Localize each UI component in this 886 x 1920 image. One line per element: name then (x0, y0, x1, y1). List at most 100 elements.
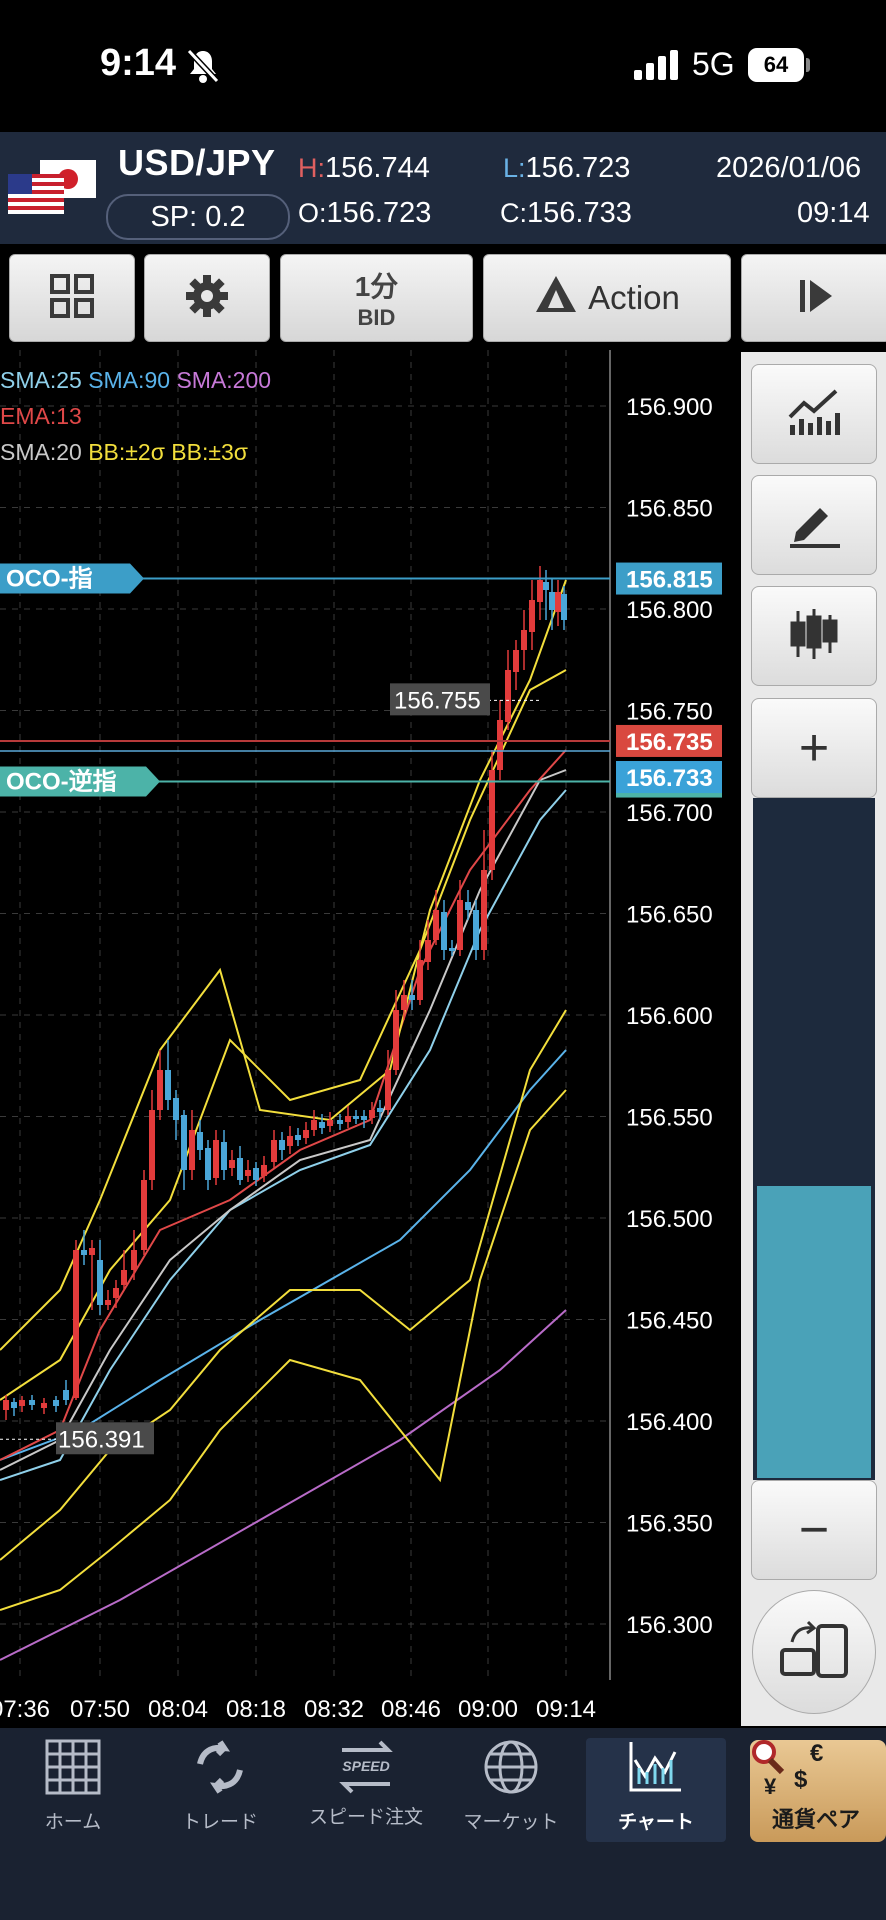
grid-icon (49, 273, 95, 324)
candle-body (337, 1120, 343, 1124)
speed-badge: SPEED (342, 1758, 390, 1774)
gear-icon (184, 273, 230, 324)
nav-home[interactable]: ホーム (3, 1738, 143, 1842)
low-label: 156.391 (58, 1426, 145, 1453)
candle-body (279, 1140, 285, 1150)
y-tick-label: 156.300 (626, 1612, 713, 1639)
action-triangle-icon (534, 274, 578, 322)
candle-body (173, 1098, 179, 1120)
candle-body (53, 1400, 59, 1406)
candle-body (529, 600, 535, 632)
home-grid-icon (44, 1738, 102, 1801)
candle-body (197, 1132, 203, 1150)
legend-ema13: EMA:13 (0, 403, 82, 429)
candle-body (253, 1168, 259, 1180)
candle-body (213, 1140, 219, 1178)
y-tick-label: 156.600 (626, 1003, 713, 1030)
settings-button[interactable] (144, 254, 270, 342)
candle-body (89, 1248, 95, 1255)
y-tick-label: 156.650 (626, 902, 713, 929)
candle-body (401, 995, 407, 1010)
y-tick-label: 156.550 (626, 1105, 713, 1132)
action-button[interactable]: Action (483, 254, 731, 342)
candle-body (189, 1130, 195, 1170)
currency-pair-title[interactable]: USD/JPY (118, 142, 276, 183)
candle-body (11, 1402, 17, 1408)
zoom-out-button[interactable]: − (751, 1480, 877, 1580)
rotate-screen-button[interactable] (752, 1590, 876, 1714)
candle-body (393, 1010, 399, 1070)
ask-price-tag-text: 156.733 (626, 765, 713, 792)
legend-sma20: SMA:20 (0, 439, 82, 465)
legend-bb2: BB:±2σ (88, 439, 165, 465)
candle-body (19, 1400, 25, 1406)
zoom-slider-fill[interactable] (757, 1186, 871, 1478)
candle-body (271, 1140, 277, 1162)
candle-body (237, 1158, 243, 1180)
sma200-line (0, 1309, 567, 1661)
currency-pairs-button[interactable]: € $ ¥ 通貨ペア (750, 1740, 886, 1842)
candle-body (345, 1116, 351, 1122)
nav-pairs-label: 通貨ペア (772, 1807, 861, 1832)
legend-sma200: SMA:200 (176, 367, 272, 393)
candle-body (549, 592, 555, 610)
candle-body (409, 995, 415, 1000)
layout-grid-button[interactable] (9, 254, 135, 342)
minus-icon: − (798, 1501, 830, 1559)
nav-chart-label: チャート (618, 1812, 694, 1833)
nav-chart[interactable]: チャート (586, 1738, 726, 1842)
nav-trade-label: トレード (181, 1812, 258, 1833)
bb-lower-2-line (0, 1009, 567, 1561)
order-price-tag-bg (616, 562, 722, 595)
y-tick-label: 156.400 (626, 1409, 713, 1436)
candle-body (505, 670, 511, 722)
candle-body (295, 1135, 301, 1140)
nav-home-label: ホーム (44, 1812, 102, 1833)
x-tick-label: 07:50 (70, 1696, 130, 1723)
nav-market[interactable]: マーケット (441, 1738, 581, 1842)
battery-tip (806, 58, 810, 72)
drawing-tool-button[interactable] (751, 475, 877, 575)
y-tick-label: 156.350 (626, 1511, 713, 1538)
play-button[interactable] (741, 254, 886, 342)
spread-badge: SP: 0.2 (106, 194, 290, 240)
x-tick-label: 09:14 (536, 1696, 596, 1723)
order-tag-label: OCO-指 (6, 566, 93, 593)
candle-body (327, 1120, 333, 1126)
dollar-symbol: $ (794, 1766, 808, 1793)
status-time: 9:14 (100, 42, 177, 84)
nav-speed-order[interactable]: SPEED スピード注文 (296, 1738, 436, 1842)
candle-body (353, 1116, 359, 1119)
x-tick-label: 07:36 (0, 1696, 50, 1723)
order-price-tag-text: 156.815 (626, 567, 713, 594)
indicator-legend: SMA:25 SMA:90 SMA:200 EMA:13 SMA:20 BB:±… (0, 362, 271, 470)
x-tick-label: 08:32 (304, 1696, 364, 1723)
candle-body (181, 1115, 187, 1170)
x-tick-label: 08:46 (381, 1696, 441, 1723)
nav-speed-label: スピード注文 (308, 1807, 423, 1828)
bid-price-tag-bg (616, 724, 722, 757)
chart-type-button[interactable] (751, 586, 877, 686)
candle-body (561, 594, 567, 620)
candle-body (473, 910, 479, 950)
sma20-line (0, 769, 567, 1471)
bell-muted-icon (186, 48, 220, 89)
candle-body (457, 900, 463, 950)
plus-icon: + (798, 719, 830, 777)
price-chart[interactable]: 156.900 156.850 156.800 156.750 156.700 156.6… (0, 350, 741, 1726)
candle-body (311, 1120, 317, 1130)
y-tick-label: 156.450 (626, 1308, 713, 1335)
y-tick-label: 156.750 (626, 699, 713, 726)
zoom-in-button[interactable]: + (751, 698, 877, 798)
bb-lower-3-line (0, 1089, 567, 1611)
globe-icon (482, 1738, 540, 1801)
indicator-button[interactable] (751, 364, 877, 464)
timeframe-label: 1分 (354, 271, 399, 302)
candle-body (481, 870, 487, 950)
timeframe-button[interactable]: 1分 BID (280, 254, 473, 342)
candle-body (489, 770, 495, 870)
price-type-label: BID (357, 305, 396, 330)
nav-trade[interactable]: トレード (150, 1738, 290, 1842)
candle-body (81, 1250, 87, 1255)
candle-body (3, 1400, 9, 1410)
